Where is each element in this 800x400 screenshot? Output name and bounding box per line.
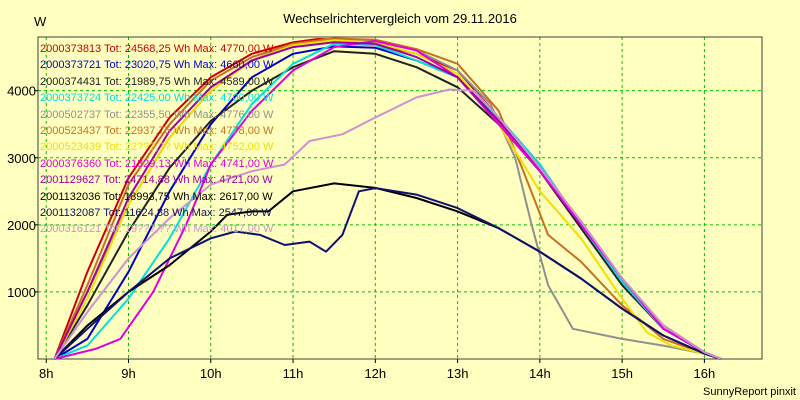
x-tick-label-8: 16h [694,366,716,381]
x-tick-label-2: 10h [200,366,222,381]
series-line-6 [53,39,722,360]
x-tick-label-5: 13h [447,366,469,381]
y-axis-unit: W [34,14,47,29]
y-tick-label-3: 4000 [7,84,36,99]
x-tick-label-4: 12h [364,366,386,381]
series-line-11 [53,88,722,360]
y-tick-label-0: 1000 [7,285,36,300]
legend-entry-2: 2000374431 Tot: 21989,75 Wh Max: 4589,00… [40,75,274,88]
y-tick-label-2: 3000 [7,151,36,166]
legend-entry-3: 2000373724 Tot: 22425,00 Wh Max: 4700,00… [40,92,274,105]
legend-entry-0: 2000373813 Tot: 24568,25 Wh Max: 4770,00… [40,43,274,55]
legend-entry-10: 2001132087 Tot: 11624,88 Wh Max: 2547,00… [40,207,272,220]
plot-frame [37,36,763,360]
x-tick-label-0: 8h [39,366,53,381]
series-line-3 [54,42,722,360]
series-line-2 [53,50,722,360]
series-line-10 [53,187,722,360]
x-tick-label-3: 11h [283,366,304,381]
x-tick-label-1: 9h [121,366,135,381]
legend-entry-6: 2000523439 Tot: 22???,?? Wh Max: 4752,00… [40,141,274,154]
series-line-5 [53,37,722,360]
legend-entry-9: 2001132036 Tot: 18993,75 Wh Max: 2617,00… [40,190,273,203]
y-tick-label-1: 2000 [7,218,36,233]
chart-credit: SunnyReport pinxit [703,386,796,398]
legend-entry-7: 2000376360 Tot: 21329,13 Wh Max: 4741,00… [40,157,274,170]
legend-entry-11: 2000316121 Tot: 19???,?? Wh Max: 4017,00… [40,223,274,236]
chart-title: Wechselrichtervergleich vom 29.11.2016 [283,11,517,26]
legend-entry-5: 2000523437 Tot: 22937,75 Wh Max: 4778,00… [40,125,274,138]
legend-entry-4: 2000502737 Tot: 22355,50 Wh Max: 4776,00… [40,108,274,121]
legend: 2000373813 Tot: 24568,25 Wh Max: 4770,00… [40,41,273,238]
legend-entry-8: 2001129627 Tot: 24714,88 Wh Max: 4721,00… [40,174,273,187]
x-tick-label-6: 14h [529,366,551,381]
legend-entry-1: 2000373721 Tot: 23020,75 Wh Max: 4660,00… [40,59,274,72]
x-tick-label-7: 15h [611,366,633,381]
